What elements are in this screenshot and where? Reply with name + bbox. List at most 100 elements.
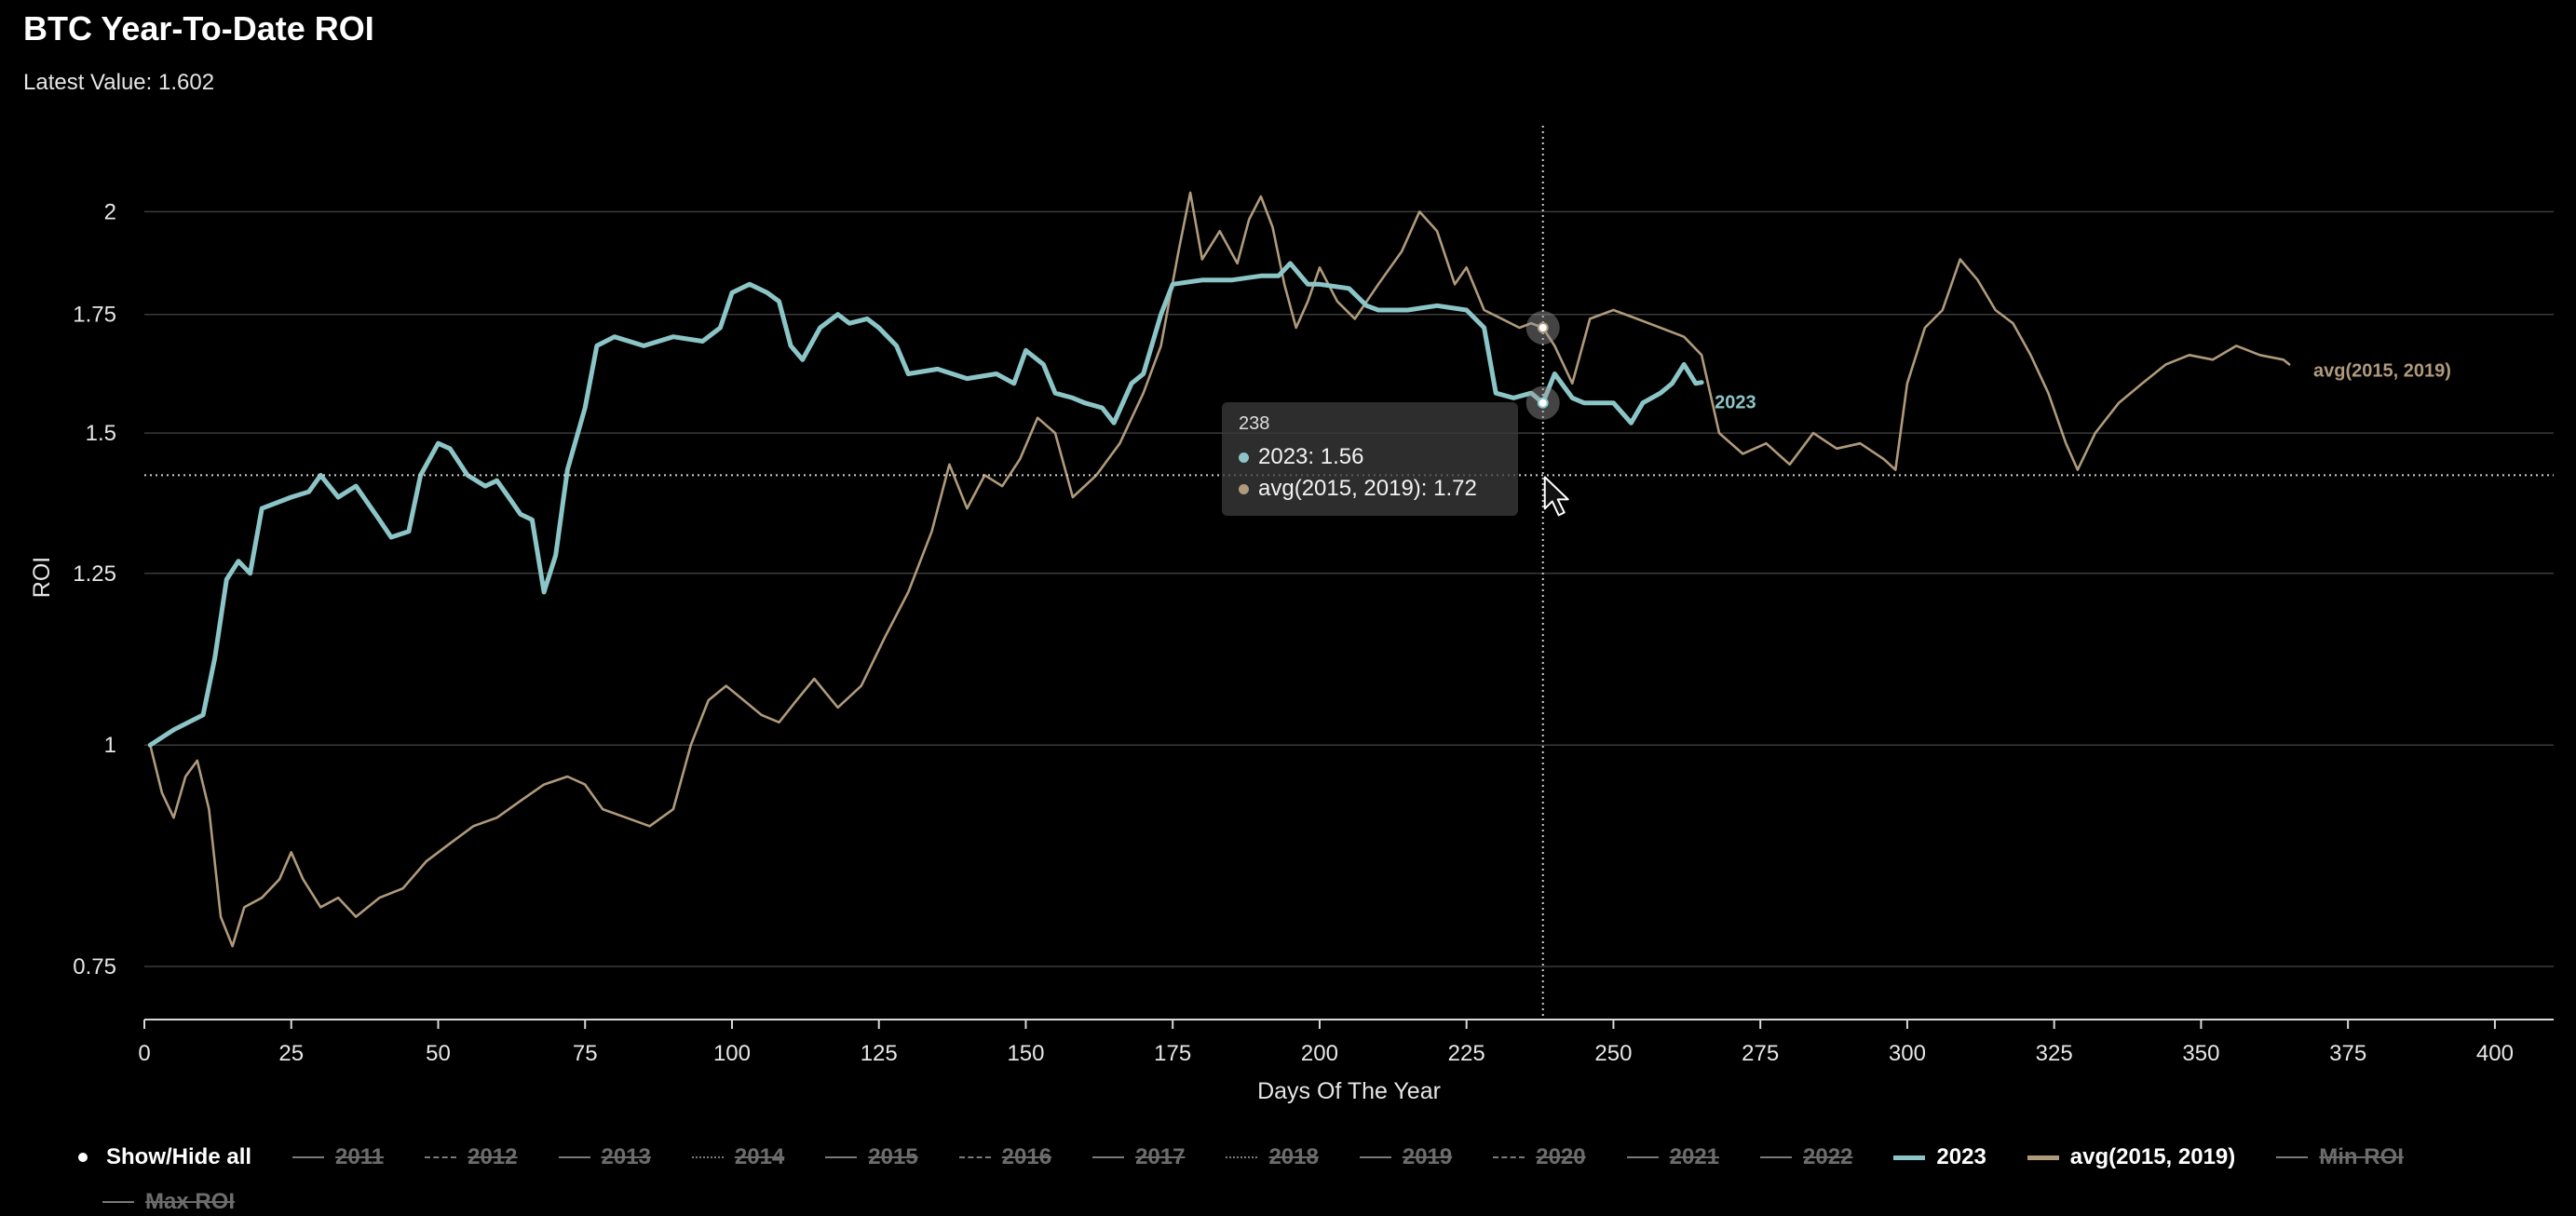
legend-item[interactable]: 2012 bbox=[425, 1143, 518, 1171]
series-lines[interactable]: avg(2015, 2019) 2023 bbox=[147, 191, 2451, 948]
hover-point-avg bbox=[1537, 321, 1549, 333]
legend-swatch bbox=[1359, 1156, 1391, 1158]
x-tick-label: 200 bbox=[1301, 1041, 1338, 1066]
y-tick-label: 1 bbox=[104, 733, 116, 758]
legend-label: 2019 bbox=[1402, 1144, 1453, 1169]
legend-item[interactable]: Max ROI bbox=[102, 1188, 235, 1216]
y-tick-label: 0.75 bbox=[73, 954, 116, 980]
legend-label: 2014 bbox=[734, 1144, 785, 1169]
legend-swatch bbox=[1092, 1156, 1125, 1158]
legend-item[interactable]: 2021 bbox=[1626, 1143, 1720, 1171]
legend-swatch bbox=[102, 1201, 134, 1203]
series-line-2023[interactable] bbox=[147, 261, 1704, 748]
x-tick-label: 375 bbox=[2329, 1041, 2366, 1066]
x-tick-label: 75 bbox=[573, 1041, 598, 1066]
y-tick-label: 1.5 bbox=[86, 421, 116, 446]
legend-item[interactable]: 2022 bbox=[1760, 1143, 1852, 1171]
crosshair bbox=[144, 126, 2554, 1020]
y-tick-label: 2 bbox=[104, 199, 116, 224]
legend-label: 2012 bbox=[468, 1144, 518, 1169]
legend-item[interactable]: 2018 bbox=[1226, 1143, 1319, 1171]
y-tick-label: 1.25 bbox=[73, 561, 116, 587]
legend: Show/Hide all 2011 2012 2013 2014 2015 2016 20… bbox=[78, 1143, 2542, 1216]
tooltip-value-avg: avg(2015, 2019): 1.72 bbox=[1258, 476, 1477, 501]
tooltip-row-2023: 2023: 1.56 bbox=[1239, 444, 1501, 470]
tooltip-dot-avg bbox=[1239, 483, 1249, 494]
bullet-icon bbox=[78, 1153, 88, 1162]
legend-label: 2018 bbox=[1268, 1144, 1319, 1169]
legend-swatch bbox=[1626, 1156, 1659, 1158]
hover-tooltip: 238 2023: 1.56 avg(2015, 2019): 1.72 bbox=[1222, 402, 1518, 516]
x-tick-label: 350 bbox=[2182, 1041, 2219, 1066]
legend-label: 2023 bbox=[1936, 1144, 1986, 1169]
tooltip-row-avg: avg(2015, 2019): 1.72 bbox=[1239, 476, 1501, 502]
chart-title: BTC Year-To-Date ROI bbox=[23, 9, 374, 47]
legend-swatch bbox=[1760, 1156, 1793, 1158]
legend-label: Max ROI bbox=[145, 1189, 236, 1214]
legend-label: 2011 bbox=[335, 1144, 385, 1169]
x-tick-label: 225 bbox=[1448, 1041, 1485, 1066]
legend-label: 2015 bbox=[868, 1144, 918, 1169]
grid-lines bbox=[144, 210, 2554, 967]
series-end-label-2023: 2023 bbox=[1715, 393, 1756, 413]
legend-item[interactable]: 2013 bbox=[558, 1143, 651, 1171]
legend-swatch bbox=[1493, 1156, 1525, 1158]
legend-swatch bbox=[691, 1156, 724, 1158]
legend-item[interactable]: 2017 bbox=[1092, 1143, 1185, 1171]
show-hide-all-label: Show/Hide all bbox=[106, 1144, 252, 1169]
x-tick-label: 25 bbox=[278, 1041, 304, 1066]
x-axis-title: Days Of The Year bbox=[1257, 1078, 1441, 1104]
legend-item[interactable]: 2020 bbox=[1493, 1143, 1586, 1171]
hover-point-2023 bbox=[1537, 397, 1549, 409]
legend-swatch bbox=[1893, 1155, 1926, 1160]
show-hide-all-toggle[interactable]: Show/Hide all bbox=[78, 1143, 252, 1171]
legend-label: 2013 bbox=[601, 1144, 651, 1169]
legend-label: 2021 bbox=[1669, 1144, 1720, 1169]
legend-label: 2020 bbox=[1536, 1144, 1586, 1169]
legend-item[interactable]: 2023 bbox=[1893, 1143, 1986, 1171]
x-tick-label: 275 bbox=[1742, 1041, 1779, 1066]
x-tick-label: 100 bbox=[713, 1041, 751, 1066]
legend-label: Min ROI bbox=[2319, 1144, 2404, 1169]
legend-item[interactable]: 2019 bbox=[1359, 1143, 1453, 1171]
y-tick-label: 1.75 bbox=[73, 303, 116, 328]
x-tick-label: 250 bbox=[1594, 1041, 1632, 1066]
legend-item[interactable]: 2011 bbox=[292, 1143, 384, 1171]
legend-swatch bbox=[958, 1156, 991, 1158]
legend-swatch bbox=[292, 1156, 325, 1158]
axes: 0.75 1 1.25 1.5 1.75 2 0 25 50 75 100 125 150 175 200 2… bbox=[29, 199, 2554, 1104]
legend-label: avg(2015, 2019) bbox=[2069, 1144, 2236, 1169]
y-axis-title: ROI bbox=[29, 557, 55, 598]
legend-item[interactable]: 2016 bbox=[958, 1143, 1052, 1171]
legend-item[interactable]: 2014 bbox=[691, 1143, 785, 1171]
roi-line-chart[interactable]: avg(2015, 2019) 2023 0.75 1 1.25 1.5 1.75 2 0 25… bbox=[0, 0, 2576, 1117]
x-tick-label: 325 bbox=[2036, 1041, 2073, 1066]
tooltip-value-2023: 2023: 1.56 bbox=[1258, 444, 1364, 469]
legend-swatch bbox=[558, 1156, 590, 1158]
x-tick-label: 175 bbox=[1154, 1041, 1191, 1066]
legend-label: 2017 bbox=[1135, 1144, 1186, 1169]
legend-item[interactable]: Min ROI bbox=[2276, 1143, 2404, 1171]
tooltip-dot-2023 bbox=[1239, 452, 1249, 463]
tooltip-day: 238 bbox=[1239, 413, 1270, 434]
legend-swatch bbox=[825, 1156, 858, 1158]
x-tick-label: 400 bbox=[2476, 1041, 2514, 1066]
legend-swatch bbox=[2027, 1155, 2059, 1160]
legend-label: 2022 bbox=[1803, 1144, 1853, 1169]
legend-swatch bbox=[425, 1156, 457, 1158]
x-tick-label: 150 bbox=[1007, 1041, 1044, 1066]
mouse-cursor-icon bbox=[1543, 476, 1569, 517]
legend-swatch bbox=[1226, 1156, 1258, 1158]
legend-item[interactable]: avg(2015, 2019) bbox=[2027, 1143, 2235, 1171]
legend-item[interactable]: 2015 bbox=[825, 1143, 918, 1171]
legend-label: 2016 bbox=[1001, 1144, 1052, 1169]
x-tick-label: 300 bbox=[1889, 1041, 1926, 1066]
x-tick-label: 125 bbox=[861, 1041, 898, 1066]
x-tick-label: 0 bbox=[138, 1041, 150, 1066]
x-tick-label: 50 bbox=[426, 1041, 451, 1066]
series-end-label-avg: avg(2015, 2019) bbox=[2313, 360, 2451, 381]
latest-value-label: Latest Value: 1.602 bbox=[23, 70, 215, 95]
series-line-avg-2015-2019[interactable] bbox=[149, 191, 2291, 948]
legend-swatch bbox=[2276, 1156, 2309, 1158]
